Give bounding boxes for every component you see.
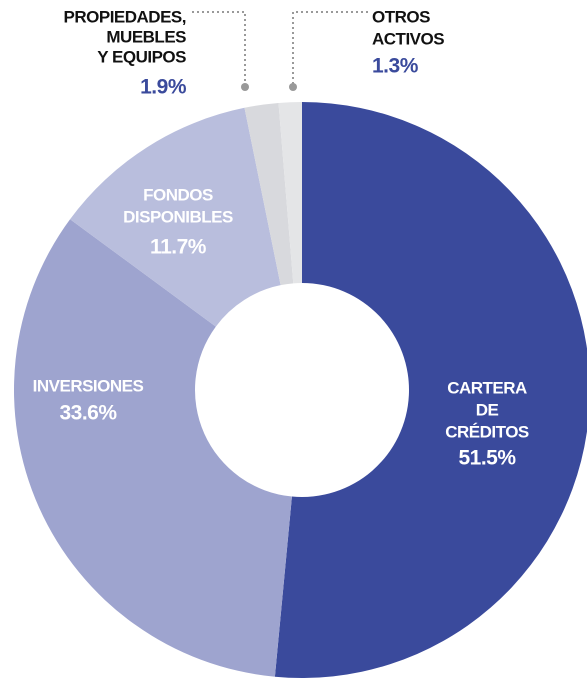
- value-label: 33.6%: [59, 402, 117, 425]
- slice-label: DE: [476, 400, 499, 419]
- slice-label: Y EQUIPOS: [97, 47, 186, 66]
- slice-label: ACTIVOS: [372, 29, 444, 48]
- slice-label: FONDOS: [143, 185, 213, 204]
- slice-label: PROPIEDADES,: [64, 7, 186, 26]
- leader-dot: [289, 83, 297, 91]
- leader-line: [292, 11, 368, 86]
- leader-line: [192, 11, 246, 86]
- slice: [274, 102, 587, 678]
- slice-label: CRÉDITOS: [445, 422, 529, 441]
- slice: [244, 102, 294, 286]
- slice: [278, 102, 302, 284]
- leader-dot: [241, 83, 249, 91]
- slice-label: CARTERA: [447, 378, 527, 397]
- slice-label: MUEBLES: [106, 27, 186, 46]
- leaders: [192, 11, 368, 86]
- value-label: 11.7%: [150, 236, 207, 259]
- slice-label: DISPONIBLES: [123, 207, 233, 226]
- value-label: 1.3%: [372, 55, 419, 78]
- value-label: 51.5%: [458, 447, 516, 470]
- slice-label: OTROS: [372, 7, 430, 26]
- slice: [70, 107, 281, 327]
- slice-label: INVERSIONES: [33, 376, 144, 395]
- slice: [13, 219, 292, 677]
- slices: [13, 102, 587, 678]
- value-label: 1.9%: [140, 76, 187, 99]
